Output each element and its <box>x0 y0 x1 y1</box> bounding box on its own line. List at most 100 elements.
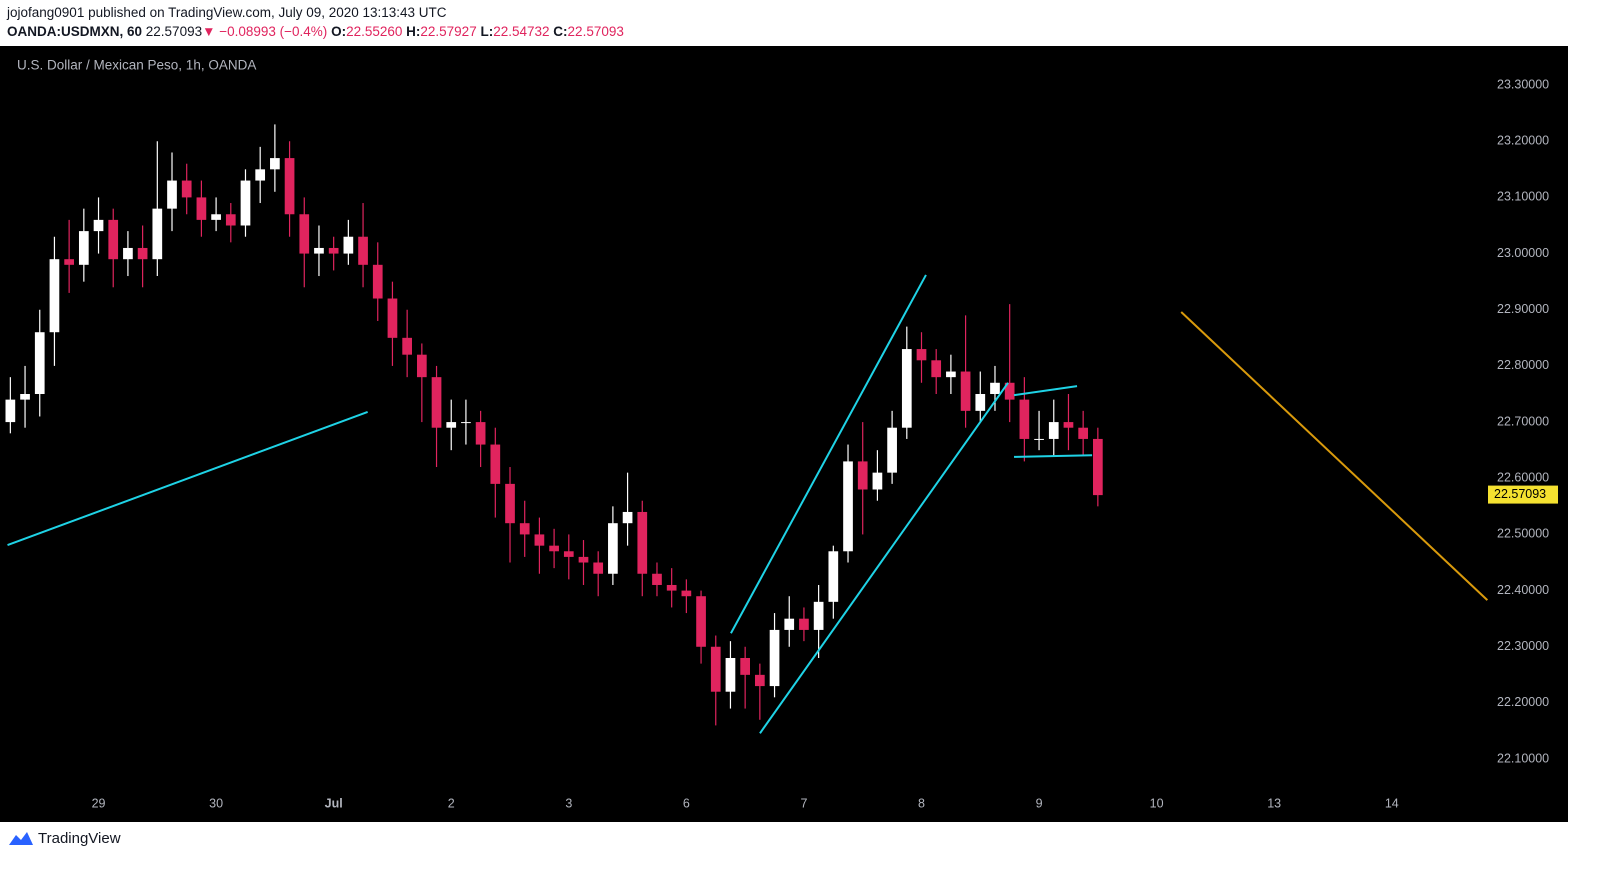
trend-line <box>7 411 368 547</box>
chart-background <box>0 46 1568 822</box>
candle-body <box>946 371 956 378</box>
x-tick-label: 8 <box>918 796 925 810</box>
candle-body <box>857 461 868 490</box>
candle-body <box>211 214 221 220</box>
candle-body <box>255 169 266 181</box>
y-tick-label: 22.70000 <box>1497 414 1549 428</box>
y-tick-label: 22.40000 <box>1497 583 1549 597</box>
candle-body <box>240 180 251 226</box>
candle-body <box>225 214 236 226</box>
y-tick-label: 22.60000 <box>1497 471 1549 485</box>
candle-body <box>696 596 706 647</box>
candle-body <box>328 247 339 254</box>
candle-body <box>270 158 280 170</box>
candle-body <box>416 354 427 378</box>
candle-body <box>167 180 177 209</box>
candle-body <box>975 394 986 411</box>
candle-body <box>666 584 677 591</box>
candle-body <box>901 349 912 428</box>
candle-body <box>769 629 780 687</box>
y-tick-label: 23.00000 <box>1497 246 1549 260</box>
x-tick-label: 13 <box>1267 796 1281 810</box>
ohlc-value: 22.54732 <box>493 24 550 39</box>
candle-body <box>1063 422 1074 428</box>
brand: TradingView <box>38 829 121 847</box>
chart: U.S. Dollar / Mexican Peso, 1h, OANDA 22… <box>0 46 1568 822</box>
candle-body <box>652 573 662 585</box>
candle-body <box>754 674 765 687</box>
candle-body <box>137 247 148 260</box>
candle-body <box>299 214 310 254</box>
candle-body <box>372 264 383 299</box>
candle-body <box>549 545 559 552</box>
candle-body <box>461 422 471 424</box>
candle-body <box>49 259 60 333</box>
candle-body <box>1078 427 1089 439</box>
trend-line <box>759 382 1009 734</box>
candle-body <box>93 219 104 232</box>
ohlc-label: H: <box>406 24 421 39</box>
candle-body <box>108 219 119 260</box>
candle-body <box>1019 399 1030 439</box>
y-tick-label: 22.50000 <box>1497 527 1549 541</box>
x-tick-label: 2 <box>448 796 455 810</box>
y-tick-label: 22.90000 <box>1497 302 1549 316</box>
x-tick-label: 9 <box>1036 796 1043 810</box>
candle-body <box>1048 422 1059 439</box>
candle-body <box>402 337 412 355</box>
y-tick-label: 23.10000 <box>1497 190 1549 204</box>
candle-body <box>637 511 648 574</box>
y-tick-label: 23.30000 <box>1497 77 1549 91</box>
candle-body <box>152 208 163 260</box>
candle-body <box>578 556 589 563</box>
candle-body <box>181 180 192 198</box>
ohlc-label: C: <box>553 24 568 39</box>
candle-body <box>1034 438 1044 440</box>
candle-body <box>563 551 574 557</box>
candle-body <box>34 332 45 395</box>
trend-line <box>1014 454 1093 458</box>
x-tick-label: 6 <box>683 796 690 810</box>
candle-body <box>931 360 942 378</box>
ohlc-value: 22.57093 <box>567 24 624 39</box>
candle-body <box>534 534 545 546</box>
candle-body <box>505 483 515 524</box>
candle-body <box>284 158 295 215</box>
candle-body <box>314 247 324 254</box>
candle-body <box>740 658 750 675</box>
ohlc-value: 22.57927 <box>420 24 477 39</box>
candle-body <box>872 472 883 490</box>
candle-body <box>916 349 927 361</box>
last-price-label: 22.57093 <box>1494 487 1546 501</box>
x-tick-label: 29 <box>92 796 106 810</box>
candle-body <box>960 371 971 411</box>
candle-body <box>681 590 692 597</box>
ohlc-label: L: <box>480 24 494 39</box>
trend-line <box>1013 385 1078 397</box>
candle-body <box>446 422 457 428</box>
candle-body <box>20 394 30 400</box>
logo <box>9 832 33 845</box>
candle-body <box>710 646 721 692</box>
y-tick-label: 22.20000 <box>1497 695 1549 709</box>
candle-body <box>123 247 133 260</box>
x-tick-label: 10 <box>1150 796 1164 810</box>
candle-body <box>5 399 16 423</box>
candle-body <box>784 618 795 630</box>
x-tick-label: 14 <box>1385 796 1399 810</box>
header-line: jojofang0901 published on TradingView.co… <box>7 5 447 20</box>
last: 22.57093 <box>145 24 203 39</box>
candle-body <box>431 377 442 428</box>
x-tick-label: Jul <box>325 796 343 810</box>
y-tick-label: 22.30000 <box>1497 639 1549 653</box>
candle-body <box>196 197 207 220</box>
candle-body <box>843 461 853 552</box>
candle-body <box>799 618 809 630</box>
candle-body <box>1004 382 1015 400</box>
candle-body <box>387 298 398 338</box>
candle-body <box>725 658 736 692</box>
y-tick-label: 22.10000 <box>1497 751 1549 765</box>
trend-line <box>730 274 927 634</box>
symbol-line: OANDA:USDMXN, 60 22.57093▼ −0.08993 (−0.… <box>7 24 624 39</box>
